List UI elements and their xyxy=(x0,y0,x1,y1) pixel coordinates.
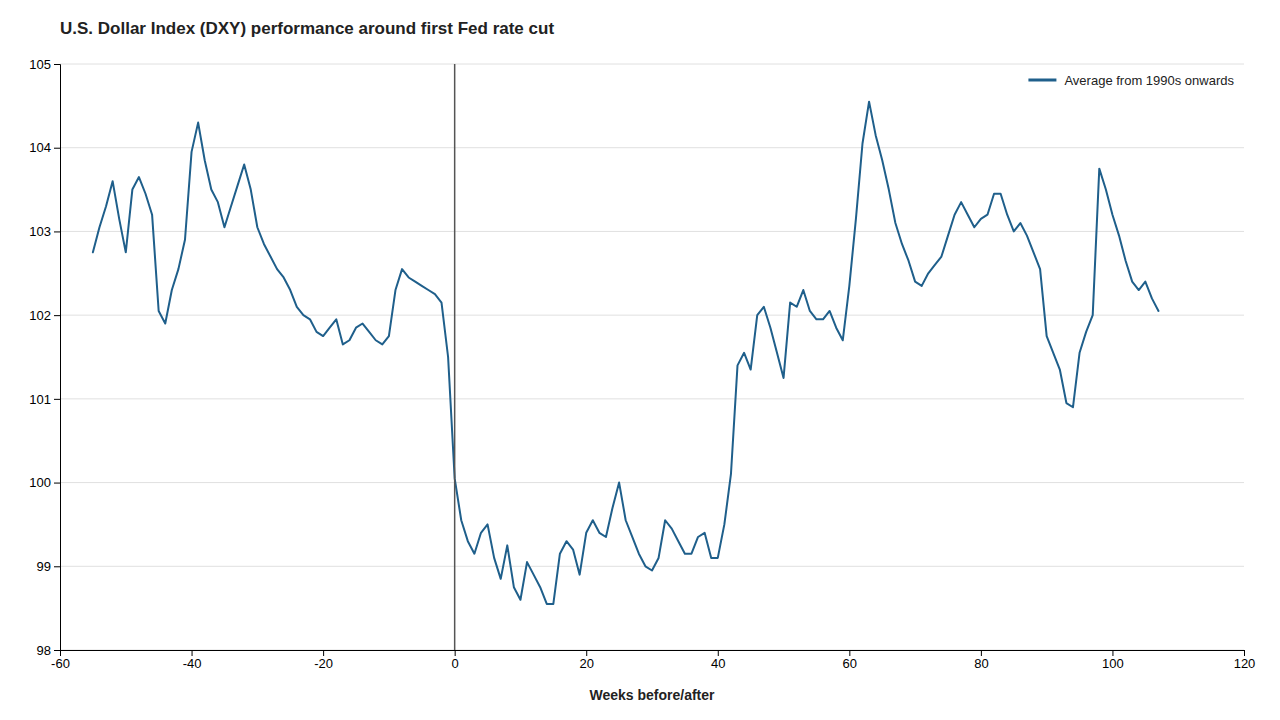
x-tick: 80 xyxy=(974,650,988,671)
x-axis-line xyxy=(61,651,1245,657)
y-tick-label: 101 xyxy=(29,392,51,407)
y-tick-label: 100 xyxy=(29,475,51,490)
grid-line xyxy=(60,64,1244,65)
y-tick-label: 98 xyxy=(37,643,51,658)
legend-label: Average from 1990s onwards xyxy=(1064,73,1234,88)
grid-line xyxy=(60,231,1244,232)
x-tick: -40 xyxy=(183,650,202,671)
y-tick-mark xyxy=(54,483,60,484)
x-tick-label: 60 xyxy=(843,656,857,671)
y-tick-label: 102 xyxy=(29,308,51,323)
y-tick-mark xyxy=(54,231,60,232)
x-axis: -60 -40 -20 0 20 40 60 80 100 120 xyxy=(51,650,1255,671)
y-tick: 105 xyxy=(29,57,60,72)
y-axis: 98 99 100 101 102 103 104 105 xyxy=(29,57,60,658)
x-tick: -60 xyxy=(51,650,70,671)
y-tick: 104 xyxy=(29,140,60,155)
y-tick-label: 103 xyxy=(29,224,51,239)
x-tick: 100 xyxy=(1102,650,1124,671)
x-tick-label: 20 xyxy=(579,656,593,671)
x-tick: 40 xyxy=(711,650,725,671)
x-tick-mark xyxy=(323,650,324,656)
y-tick: 102 xyxy=(29,308,60,323)
y-tick: 98 xyxy=(37,643,60,658)
plot-area: -60 -40 -20 0 20 40 60 80 100 120 98 99 100 101 102 103… xyxy=(29,57,1255,672)
x-tick: 20 xyxy=(579,650,593,671)
legend-swatch xyxy=(1028,79,1056,82)
y-tick: 101 xyxy=(29,392,60,407)
reference-line xyxy=(454,64,456,650)
x-tick-label: -60 xyxy=(51,656,70,671)
x-tick-label: 0 xyxy=(452,656,459,671)
x-tick-label: 100 xyxy=(1102,656,1124,671)
x-tick-mark xyxy=(981,650,982,656)
y-tick: 99 xyxy=(37,559,60,574)
y-tick-label: 99 xyxy=(37,559,51,574)
x-tick-mark xyxy=(192,650,193,656)
x-tick: 0 xyxy=(452,650,459,671)
y-tick-label: 104 xyxy=(29,140,51,155)
series-line xyxy=(93,102,1159,604)
y-tick: 100 xyxy=(29,475,60,490)
x-tick-mark xyxy=(849,650,850,656)
x-tick-mark xyxy=(718,650,719,656)
grid-line xyxy=(60,482,1244,483)
x-tick-mark xyxy=(1112,650,1113,656)
chart: -60 -40 -20 0 20 40 60 80 100 120 98 99 100 101 102 103… xyxy=(0,0,1280,720)
y-tick-mark xyxy=(54,650,60,651)
legend: Average from 1990s onwards xyxy=(1028,73,1234,88)
x-tick-label: 40 xyxy=(711,656,725,671)
legend-item: Average from 1990s onwards xyxy=(1028,73,1234,88)
x-tick-label: -40 xyxy=(183,656,202,671)
marks xyxy=(93,64,1159,650)
grid-line xyxy=(60,315,1244,316)
x-tick: -20 xyxy=(314,650,333,671)
grid-line xyxy=(60,147,1244,148)
x-tick-mark xyxy=(586,650,587,656)
x-tick: 60 xyxy=(843,650,857,671)
x-axis-label: Weeks before/after xyxy=(589,687,715,703)
y-tick-mark xyxy=(54,148,60,149)
y-tick-mark xyxy=(54,399,60,400)
title: U.S. Dollar Index (DXY) performance arou… xyxy=(60,19,554,38)
y-tick-mark xyxy=(54,566,60,567)
y-tick-mark xyxy=(54,315,60,316)
y-axis-line xyxy=(54,65,61,651)
x-tick-mark xyxy=(1244,650,1245,656)
y-tick: 103 xyxy=(29,224,60,239)
y-tick-mark xyxy=(54,64,60,65)
grid xyxy=(60,64,1244,650)
x-tick-label: 80 xyxy=(974,656,988,671)
x-tick-mark xyxy=(455,650,456,656)
x-tick-label: 120 xyxy=(1234,656,1256,671)
grid-line xyxy=(60,566,1244,567)
x-tick: 120 xyxy=(1234,650,1256,671)
y-tick-label: 105 xyxy=(29,57,51,72)
x-tick-label: -20 xyxy=(314,656,333,671)
